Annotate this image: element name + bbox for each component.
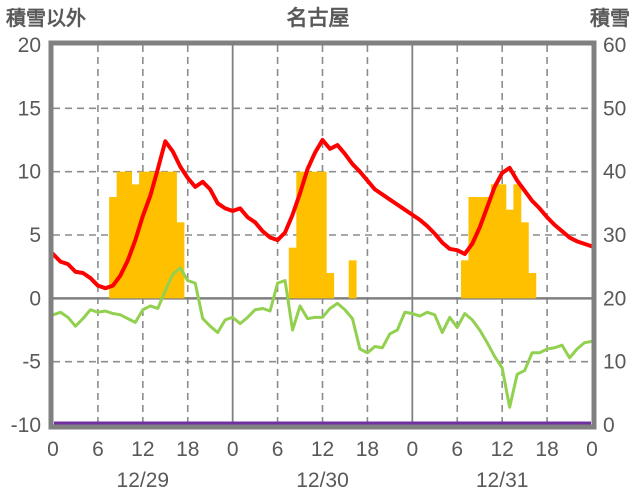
- sunshine-bars: [109, 171, 537, 299]
- hour-tick-final: 0: [586, 438, 598, 461]
- hour-tick-day3-0: 0: [406, 438, 418, 461]
- green-line: [51, 266, 594, 409]
- right-axis-tick-60: 60: [603, 34, 626, 57]
- sunshine-bar: [460, 260, 469, 299]
- right-axis-tick-0: 0: [603, 414, 615, 437]
- sunshine-bar: [296, 171, 305, 299]
- date-label-12/29: 12/29: [117, 469, 170, 492]
- sunshine-bar: [124, 171, 133, 299]
- hour-tick-day3-6: 6: [451, 438, 463, 461]
- sunshine-bar: [483, 197, 492, 299]
- right-axis-tick-30: 30: [603, 224, 626, 247]
- sunshine-bar: [109, 197, 118, 299]
- sunshine-bar: [528, 273, 537, 299]
- right-axis-title: 積雪: [590, 8, 630, 30]
- hour-tick-day2-0: 0: [227, 438, 239, 461]
- sunshine-bar: [326, 273, 335, 299]
- right-axis-tick-50: 50: [603, 97, 626, 120]
- temperature-red-line: [51, 138, 594, 291]
- hour-tick-day1-18: 18: [176, 438, 199, 461]
- hour-tick-day1-12: 12: [131, 438, 154, 461]
- hour-tick-day2-18: 18: [356, 438, 379, 461]
- hour-tick-day2-6: 6: [272, 438, 284, 461]
- sunshine-bar: [176, 222, 185, 299]
- left-axis-tick--10: -10: [11, 414, 41, 437]
- sunshine-bar: [348, 260, 357, 299]
- left-axis-tick--5: -5: [22, 351, 41, 374]
- hour-tick-day1-6: 6: [92, 438, 104, 461]
- sunshine-bar: [288, 247, 297, 299]
- sunshine-bar: [311, 171, 320, 299]
- right-axis-tick-20: 20: [603, 287, 626, 310]
- sunshine-bar: [498, 184, 507, 299]
- hour-tick-day2-12: 12: [311, 438, 334, 461]
- sunshine-bar: [303, 171, 312, 299]
- sunshine-bar: [154, 171, 162, 299]
- sunshine-bar: [490, 184, 499, 299]
- sunshine-bar: [116, 171, 125, 299]
- left-axis-tick-10: 10: [18, 161, 41, 184]
- date-label-12/31: 12/31: [476, 469, 529, 492]
- hour-tick-day1-0: 0: [47, 438, 59, 461]
- plot-border: [48, 40, 597, 430]
- left-axis-tick-15: 15: [18, 97, 41, 120]
- sunshine-bar: [169, 171, 177, 299]
- sunshine-bar: [513, 184, 522, 299]
- right-axis-tick-10: 10: [603, 351, 626, 374]
- left-axis-title: 積雪以外: [6, 8, 86, 30]
- sunshine-bar: [161, 171, 170, 299]
- left-axis-tick-5: 5: [29, 224, 41, 247]
- chart-title: 名古屋: [286, 7, 350, 30]
- sunshine-bar: [475, 197, 484, 299]
- sunshine-bar: [146, 171, 155, 299]
- left-axis-tick-20: 20: [18, 34, 41, 57]
- hour-tick-day3-18: 18: [535, 438, 558, 461]
- hour-tick-day3-12: 12: [490, 438, 513, 461]
- sunshine-bar: [520, 222, 529, 299]
- right-axis-tick-40: 40: [603, 161, 626, 184]
- left-axis-tick-0: 0: [29, 287, 41, 310]
- sunshine-bar: [139, 171, 147, 299]
- date-label-12/30: 12/30: [296, 469, 349, 492]
- sunshine-bar: [505, 209, 514, 299]
- sunshine-bar: [468, 197, 477, 299]
- sunshine-bar: [318, 171, 327, 299]
